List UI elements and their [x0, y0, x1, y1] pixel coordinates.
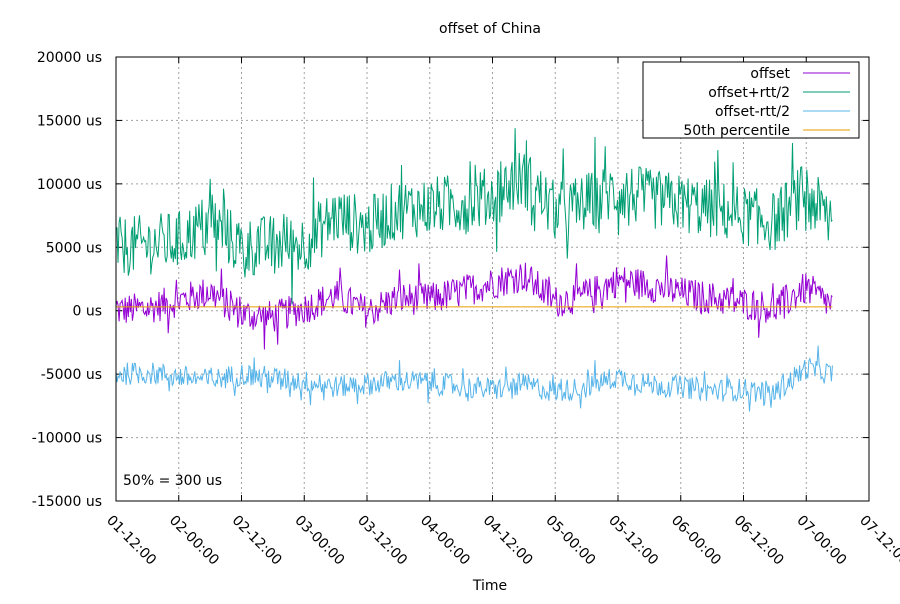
y-tick-label: -10000 us [32, 431, 102, 447]
legend-label: 50th percentile [683, 123, 790, 139]
series-line-offset [115, 255, 833, 350]
x-tick-label: 06-00:00 [668, 513, 724, 569]
y-tick-label: 0 us [72, 304, 102, 320]
series-line-offset-rtt-2 [115, 345, 833, 412]
x-tick-label: 04-12:00 [480, 513, 536, 569]
legend-label: offset+rtt/2 [708, 85, 790, 101]
legend: offset offset+rtt/2 offset-rtt/2 50th perce… [642, 61, 860, 139]
x-tick-label: 05-12:00 [605, 513, 661, 569]
x-axis-label: Time [472, 578, 507, 594]
x-tick-label: 03-12:00 [354, 513, 410, 569]
series-line-offset-rtt-2 [115, 128, 833, 305]
x-tick-label: 03-00:00 [291, 513, 347, 569]
chart-title: offset of China [439, 21, 541, 37]
legend-label: offset [750, 66, 790, 82]
grid [116, 57, 869, 501]
y-tick-label: 10000 us [37, 177, 102, 193]
x-tick-label: 02-12:00 [229, 513, 285, 569]
legend-box [642, 61, 860, 139]
y-tick-label: -15000 us [32, 494, 102, 510]
legend-label: offset-rtt/2 [715, 104, 790, 120]
x-tick-label: 05-00:00 [542, 513, 598, 569]
series-layer [115, 128, 833, 412]
y-tick-label: -5000 us [41, 367, 102, 383]
x-tick-label: 02-00:00 [166, 513, 222, 569]
x-tick-label: 01-12:00 [103, 513, 159, 569]
plot-border [115, 56, 870, 502]
median-annotation: 50% = 300 us [123, 473, 222, 489]
y-tick-label: 20000 us [37, 50, 102, 66]
y-tick-label: 15000 us [37, 113, 102, 129]
y-tick-label: 5000 us [46, 240, 102, 256]
x-tick-label: 06-12:00 [731, 513, 787, 569]
x-tick-label: 04-00:00 [417, 513, 473, 569]
x-tick-label: 07-00:00 [793, 513, 849, 569]
x-tick-label: 07-12:00 [856, 513, 900, 569]
